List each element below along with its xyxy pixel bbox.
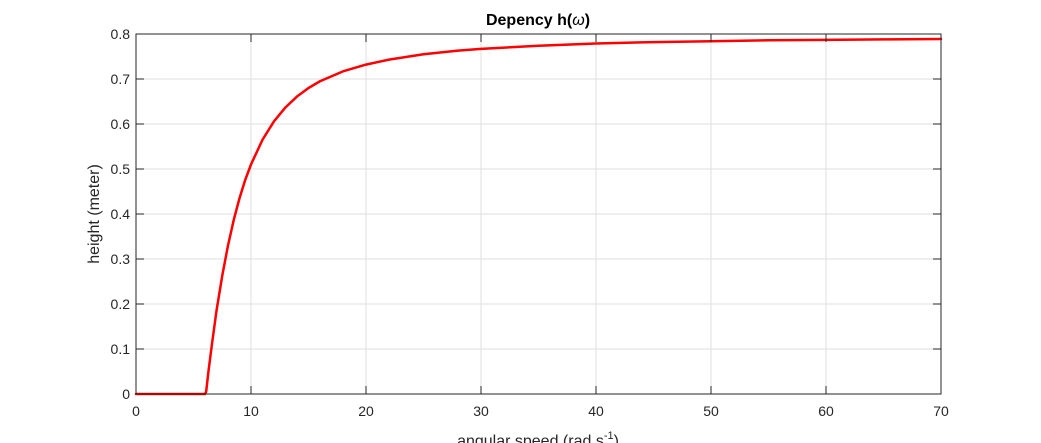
x-axis-label-suffix: )	[614, 433, 619, 443]
x-axis-label-text: angular speed (rad s	[457, 433, 604, 443]
y-tick-label: 0.3	[111, 251, 131, 267]
chart-title: Depency h(ω)	[486, 12, 590, 29]
x-tick-labels: 0 10 20 30 40 50 60 70	[132, 403, 949, 419]
x-tick-label: 60	[818, 403, 834, 419]
x-tick-label: 70	[933, 403, 949, 419]
y-tick-labels: 0 0.1 0.2 0.3 0.4 0.5 0.6 0.7 0.8	[111, 26, 131, 402]
y-tick-label: 0.7	[111, 71, 131, 87]
x-tick-label: 20	[358, 403, 374, 419]
y-tick-label: 0	[122, 386, 130, 402]
x-axis-label: angular speed (rad s-1)	[457, 430, 619, 443]
y-tick-label: 0.5	[111, 161, 131, 177]
chart-title-text: Depency h(	[486, 12, 573, 29]
chart-title-suffix: )	[585, 12, 590, 29]
y-tick-label: 0.8	[111, 26, 131, 42]
chart-title-symbol: ω	[572, 12, 584, 29]
x-tick-label: 40	[588, 403, 604, 419]
y-tick-label: 0.2	[111, 296, 131, 312]
axis-ticks	[135, 33, 942, 395]
x-tick-label: 0	[132, 403, 140, 419]
y-tick-label: 0.6	[111, 116, 131, 132]
x-tick-label: 50	[703, 403, 719, 419]
y-tick-label: 0.4	[111, 206, 131, 222]
x-axis-label-superscript: -1	[604, 430, 614, 442]
y-tick-label: 0.1	[111, 341, 131, 357]
x-tick-label: 10	[243, 403, 259, 419]
y-axis-label: height (meter)	[86, 164, 103, 264]
x-tick-label: 30	[473, 403, 489, 419]
